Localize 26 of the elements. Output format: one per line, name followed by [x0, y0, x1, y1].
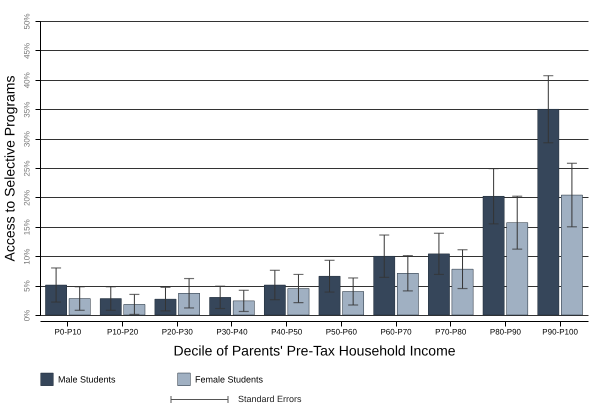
- x-tick-label: P70-P80: [435, 328, 467, 336]
- x-tick-label: P60-P70: [380, 328, 412, 336]
- y-tick-label: 25%: [22, 160, 32, 177]
- x-tick-label: P20-P30: [162, 328, 194, 336]
- y-tick-label: 35%: [22, 102, 32, 118]
- text: Standard Errors: [238, 394, 302, 404]
- legend-label: Male Students: [58, 374, 116, 384]
- y-tick-label: 20%: [22, 190, 32, 206]
- legend-label: Female Students: [195, 374, 264, 384]
- y-tick-label: 50%: [22, 13, 32, 30]
- x-tick-label: P30-P40: [216, 328, 248, 336]
- y-tick-label: 10%: [22, 248, 32, 265]
- y-tick-label: 45%: [22, 42, 32, 59]
- y-tick-label: 15%: [22, 219, 32, 236]
- x-tick-label: P80-P90: [490, 328, 522, 336]
- x-tick-label: P0-P10: [54, 328, 82, 336]
- y-tick-label: 5%: [22, 280, 32, 292]
- x-tick-label: P90-P100: [542, 328, 578, 336]
- x-tick-label: P40-P50: [271, 328, 303, 336]
- x-tick-label: P50-P60: [326, 328, 358, 336]
- y-tick-label: 30%: [22, 131, 32, 148]
- y-tick-label: 0%: [22, 310, 32, 322]
- y-tick-label: 40%: [22, 72, 32, 88]
- x-tick-label: P10-P20: [107, 328, 139, 336]
- y-axis-title: Access to Selective Programs: [2, 76, 18, 262]
- x-axis-title: Decile of Parents' Pre-Tax Household Income: [173, 342, 456, 358]
